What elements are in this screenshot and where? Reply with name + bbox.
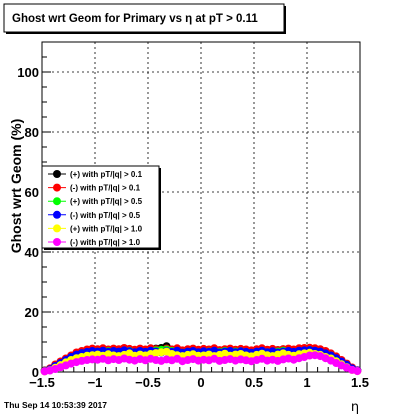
x-tick-label: 0.5 [245,375,263,390]
y-tick-label: 100 [17,65,39,80]
chart-title: Ghost wrt Geom for Primary vs η at pT > … [12,13,258,25]
y-axis-label: Ghost wrt Geom (%) [8,119,24,254]
legend-entry-label: (+) with pT/|q| > 0.5 [70,197,143,206]
legend: (+) with pT/|q| > 0.1 (-) with pT/|q| > 0… [41,165,161,250]
y-tick-label: 80 [25,125,39,140]
legend-marker [53,210,61,219]
x-tick-label: 0 [197,375,204,390]
x-tick-label: 1.5 [351,375,369,390]
x-tick-label: 1 [303,375,310,390]
y-tick-label: 40 [25,245,39,260]
y-tick-label: 60 [25,185,39,200]
grid-lines [42,42,360,372]
y-tick-labels: 0 20 40 60 80 100 [17,65,39,380]
x-tick-label: −1 [88,375,103,390]
series-6 [40,351,362,376]
x-tick-label: −1.5 [29,375,55,390]
x-tick-labels: −1.5 −1 −0.5 0 0.5 1 1.5 [29,375,369,390]
legend-marker [53,238,61,246]
legend-entry-label: (-) with pT/|q| > 1.0 [70,238,141,247]
x-tick-label: −0.5 [135,375,161,390]
legend-entry-label: (-) with pT/|q| > 0.5 [70,211,141,220]
title-box: Ghost wrt Geom for Primary vs η at pT > … [3,3,286,34]
legend-entry-label: (+) with pT/|q| > 1.0 [70,224,143,233]
y-tick-label: 20 [25,305,39,320]
legend-marker [53,224,61,233]
legend-marker [53,170,61,178]
timestamp: Thu Sep 14 10:53:39 2017 [4,400,107,410]
data-series [40,342,362,376]
legend-entry-label: (-) with pT/|q| > 0.1 [70,184,141,193]
x-axis-label: η [351,400,359,414]
data-point [353,367,362,376]
legend-marker [53,183,61,192]
legend-entry-label: (+) with pT/|q| > 0.1 [70,170,143,179]
legend-marker [53,197,61,206]
y-tick-label: 0 [32,365,39,380]
